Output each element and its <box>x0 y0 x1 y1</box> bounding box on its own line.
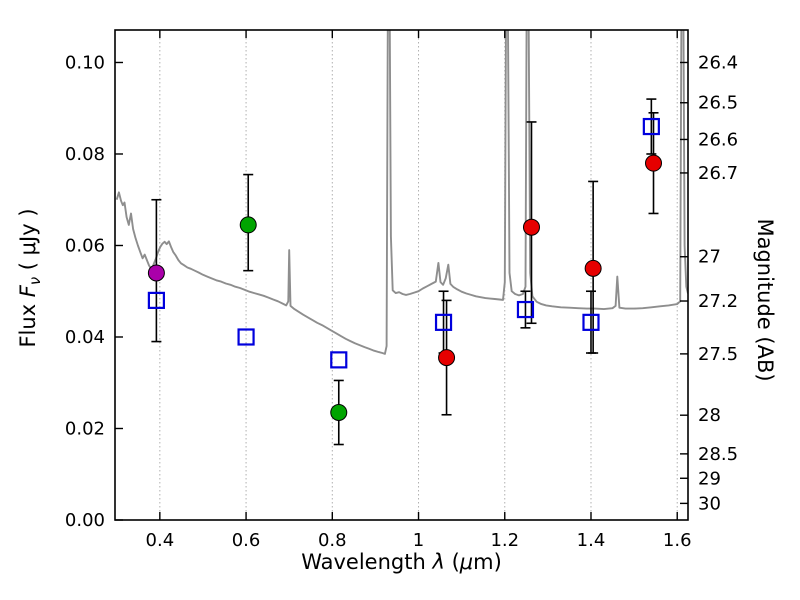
flux-tick-label: 0.04 <box>65 327 105 348</box>
flux-symbol-subscript: ν <box>27 276 45 286</box>
blue-open-square-photometry-marker <box>642 117 660 136</box>
blue-open-square-photometry-marker <box>582 313 600 331</box>
red-circle-photometry-marker <box>522 218 540 236</box>
y-axis-label-magnitude: Magnitude (AB) <box>753 218 777 382</box>
lambda-symbol: λ <box>432 550 445 574</box>
x-tick-label: 1.6 <box>663 530 692 551</box>
red-circle-photometry-marker <box>645 154 663 172</box>
blue-open-square-photometry-marker <box>147 291 165 309</box>
x-tick-label: 0.4 <box>146 530 175 551</box>
red-circle-photometry-marker <box>438 349 456 367</box>
x-tick-label: 1 <box>413 530 424 551</box>
magnitude-tick-label: 26.6 <box>698 129 738 150</box>
red-circle-photometry-marker <box>584 259 602 277</box>
tick-labels: 0.4 0.6 0.8 1 1.2 1.4 1.6 0.00 0.02 0.04 0.06 0.08 0… <box>65 52 738 551</box>
y-axis-label-flux: Flux Fν ( μJy ) <box>16 208 44 347</box>
flux-label-text: Flux <box>15 297 40 348</box>
magnitude-tick-label: 27.2 <box>698 291 738 312</box>
flux-label-units: ( μJy ) <box>15 208 40 277</box>
x-tick-label: 0.8 <box>318 530 347 551</box>
magnitude-tick-label: 29 <box>698 468 721 489</box>
x-tick-label: 0.6 <box>232 530 261 551</box>
flux-tick-label: 0.00 <box>65 510 105 531</box>
magenta-circle-photometry-marker <box>147 264 165 282</box>
magnitude-tick-label: 26.4 <box>698 52 738 73</box>
x-tick-label: 1.2 <box>490 530 519 551</box>
magnitude-tick-label: 28.5 <box>698 444 738 465</box>
error-bars <box>151 98 659 446</box>
magnitude-tick-label: 26.7 <box>698 163 738 184</box>
magnitude-tick-label: 30 <box>698 493 721 514</box>
plot-border <box>114 29 689 521</box>
flux-tick-label: 0.08 <box>65 144 105 165</box>
green-circle-photometry-marker <box>330 403 348 421</box>
flux-tick-label: 0.06 <box>65 235 105 256</box>
magnitude-tick-label: 28 <box>698 405 721 426</box>
flux-tick-label: 0.02 <box>65 418 105 439</box>
x-axis-label-text: Wavelength <box>301 550 433 574</box>
data-points <box>147 117 663 421</box>
blue-open-square-photometry-marker <box>516 300 535 319</box>
axis-ticks <box>115 30 688 521</box>
x-axis-label: Wavelength λ (μm) <box>115 550 688 574</box>
mu-symbol: μ <box>459 550 474 574</box>
x-axis-label-close: m) <box>473 550 502 574</box>
green-circle-photometry-marker <box>239 216 257 234</box>
flux-symbol: F <box>15 285 40 298</box>
blue-open-square-photometry-marker <box>330 351 348 369</box>
x-axis-label-paren: ( <box>444 550 460 574</box>
x-tick-label: 1.4 <box>577 530 606 551</box>
flux-tick-label: 0.10 <box>65 52 105 73</box>
model-spectrum-line <box>115 30 688 355</box>
blue-open-square-photometry-marker <box>237 328 255 346</box>
blue-open-square-photometry-marker <box>434 313 453 331</box>
magnitude-tick-label: 27 <box>698 247 721 268</box>
magnitude-tick-label: 26.5 <box>698 93 738 114</box>
magnitude-tick-label: 27.5 <box>698 344 738 365</box>
